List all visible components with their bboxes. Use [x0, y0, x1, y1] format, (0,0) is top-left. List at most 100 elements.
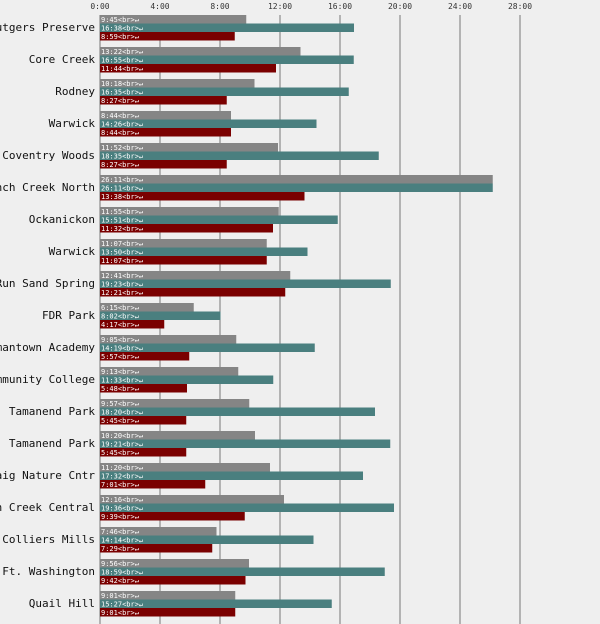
category-label: Tamanend Park — [9, 405, 95, 418]
data-label: 9:01<br>↵ — [101, 592, 139, 600]
data-label: 16:38<br>↵ — [101, 25, 143, 33]
bar — [100, 96, 227, 105]
data-label: 11:32<br>↵ — [101, 225, 143, 233]
data-label: 18:59<br>↵ — [101, 569, 143, 577]
bar — [100, 527, 217, 536]
x-tick-label: 20:00 — [388, 2, 412, 11]
bar — [100, 503, 394, 512]
data-label: 9:57<br>↵ — [101, 400, 139, 408]
bar — [100, 431, 255, 440]
data-label: 8:44<br>↵ — [101, 129, 139, 137]
data-label: 13:38<br>↵ — [101, 193, 143, 201]
data-label: 11:07<br>↵ — [101, 240, 143, 248]
data-label: 11:52<br>↵ — [101, 144, 143, 152]
data-label: 10:18<br>↵ — [101, 80, 143, 88]
category-label: FDR Park — [42, 309, 95, 322]
data-label: 9:39<br>↵ — [101, 513, 139, 521]
category-label: Ft. Washington — [2, 565, 95, 578]
category-label: Warwick — [49, 117, 96, 130]
data-label: 12:16<br>↵ — [101, 496, 143, 504]
bar — [100, 471, 363, 480]
data-label: 17:32<br>↵ — [101, 473, 143, 481]
bar — [100, 47, 301, 56]
data-label: 14:14<br>↵ — [101, 537, 143, 545]
bar — [100, 271, 291, 280]
bars: 9:45<br>↵16:38<br>↵8:59<br>↵13:22<br>↵16… — [100, 15, 493, 617]
data-label: 7:01<br>↵ — [101, 481, 139, 489]
data-label: 26:11<br>↵ — [101, 176, 143, 184]
category-label: Warwick — [49, 245, 96, 258]
category-label: ommunity College — [0, 373, 95, 386]
data-label: 18:35<br>↵ — [101, 153, 143, 161]
data-label: 8:44<br>↵ — [101, 112, 139, 120]
data-label: 15:51<br>↵ — [101, 217, 143, 225]
bar — [100, 279, 391, 288]
bar — [100, 535, 314, 544]
x-tick-label: 12:00 — [268, 2, 292, 11]
data-label: 19:23<br>↵ — [101, 281, 143, 289]
data-label: 14:19<br>↵ — [101, 345, 143, 353]
bar — [100, 303, 194, 312]
data-label: 19:21<br>↵ — [101, 441, 143, 449]
data-label: 9:13<br>↵ — [101, 368, 139, 376]
data-label: 11:55<br>↵ — [101, 208, 143, 216]
bar — [100, 15, 247, 24]
data-label: 8:27<br>↵ — [101, 161, 139, 169]
data-label: 12:41<br>↵ — [101, 272, 143, 280]
category-label: Colliers Mills — [2, 533, 95, 546]
bar — [100, 367, 239, 376]
data-label: 5:45<br>↵ — [101, 449, 139, 457]
data-label: 9:45<br>↵ — [101, 16, 139, 24]
bar — [100, 87, 349, 96]
data-label: 9:05<br>↵ — [101, 336, 139, 344]
bar — [100, 463, 270, 472]
bar — [100, 23, 354, 32]
bar — [100, 160, 227, 169]
data-label: 9:42<br>↵ — [101, 577, 139, 585]
bar — [100, 111, 231, 120]
category-label: Rodney — [55, 85, 95, 98]
x-tick-label: 8:00 — [210, 2, 229, 11]
bar — [100, 215, 338, 224]
bar — [100, 288, 286, 297]
bar — [100, 151, 379, 160]
data-label: 11:44<br>↵ — [101, 65, 143, 73]
bar — [100, 495, 284, 504]
bar — [100, 480, 206, 489]
data-label: 7:29<br>↵ — [101, 545, 139, 553]
bar — [100, 119, 317, 128]
data-label: 11:07<br>↵ — [101, 257, 143, 265]
bar — [100, 352, 190, 361]
x-tick-label: 16:00 — [328, 2, 352, 11]
data-label: 8:27<br>↵ — [101, 97, 139, 105]
bar — [100, 175, 493, 184]
bar — [100, 512, 245, 521]
x-tick-label: 4:00 — [150, 2, 169, 11]
category-label: Ockanickon — [29, 213, 95, 226]
x-tick-label: 24:00 — [448, 2, 472, 11]
data-label: 8:02<br>↵ — [101, 313, 139, 321]
bar — [100, 375, 274, 384]
category-label: Kaig Nature Cntr — [0, 469, 95, 482]
bar — [100, 448, 187, 457]
bar — [100, 192, 305, 201]
bar — [100, 384, 187, 393]
data-label: 11:33<br>↵ — [101, 377, 143, 385]
category-label: rmantown Academy — [0, 341, 95, 354]
x-tick-label: 0:00 — [90, 2, 109, 11]
category-label: Quail Hill — [29, 597, 95, 610]
bar — [100, 55, 354, 64]
bar — [100, 256, 267, 265]
category-label: Tamanend Park — [9, 437, 95, 450]
category-label: Rutgers Preserve — [0, 21, 95, 34]
bar — [100, 32, 235, 41]
bar — [100, 128, 231, 137]
data-label: 15:27<br>↵ — [101, 601, 143, 609]
bar — [100, 183, 493, 192]
data-label: 13:50<br>↵ — [101, 249, 143, 257]
y-axis: Rutgers Preserve Core Creek Rodney Warwick C… — [0, 21, 95, 610]
bar — [100, 599, 332, 608]
bar — [100, 399, 250, 408]
data-label: 13:22<br>↵ — [101, 48, 143, 56]
